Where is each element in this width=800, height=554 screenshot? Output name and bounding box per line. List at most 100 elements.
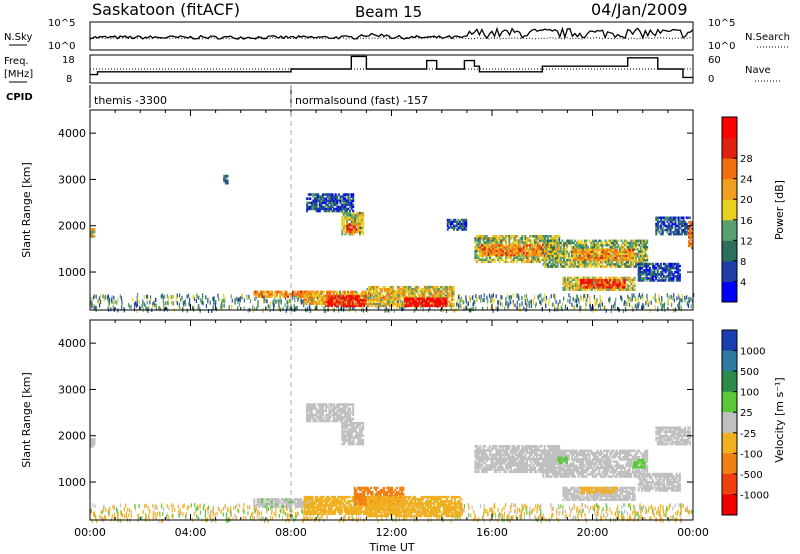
- range-cell: [666, 226, 669, 230]
- range-cell: [352, 220, 355, 223]
- range-cell: [433, 294, 436, 297]
- range-cell: [513, 246, 516, 249]
- range-cell: [452, 298, 455, 301]
- range-cell: [538, 253, 541, 257]
- range-cell: [530, 248, 533, 251]
- range-cell: [525, 293, 528, 298]
- range-cell: [646, 246, 649, 249]
- range-cell: [611, 278, 614, 282]
- range-cell: [677, 266, 680, 270]
- range-cell: [428, 290, 431, 293]
- range-cell: [498, 250, 501, 253]
- range-cell: [468, 295, 470, 300]
- range-cell: [658, 294, 660, 299]
- range-cell: [279, 292, 282, 296]
- range-cell: [448, 220, 451, 223]
- range-cell: [487, 237, 490, 240]
- range-cell: [684, 230, 687, 234]
- range-cell: [639, 258, 642, 262]
- range-cell: [427, 297, 430, 301]
- range-cell: [324, 308, 326, 313]
- range-cell: [341, 220, 344, 223]
- range-cell: [557, 302, 559, 307]
- range-cell: [460, 296, 463, 301]
- range-cell: [542, 235, 545, 238]
- range-cell: [574, 305, 576, 310]
- range-cell: [621, 279, 624, 282]
- range-cell: [90, 235, 93, 238]
- range-cell: [660, 228, 663, 232]
- range-cell: [334, 197, 337, 200]
- range-cell: [576, 276, 579, 280]
- range-cell: [326, 292, 329, 295]
- range-cell: [534, 258, 536, 261]
- range-cell: [315, 205, 318, 209]
- range-cell: [623, 250, 626, 253]
- range-cell: [404, 304, 407, 308]
- range-cell: [220, 299, 222, 304]
- range-cell: [273, 302, 275, 307]
- range-cell: [405, 302, 408, 305]
- range-cell: [350, 220, 353, 223]
- range-cell: [396, 290, 399, 293]
- range-cell: [619, 254, 622, 257]
- range-cell: [349, 230, 352, 234]
- range-cell: [136, 303, 138, 307]
- range-cell: [637, 304, 639, 309]
- range-cell: [218, 507, 220, 512]
- range-cell: [453, 218, 455, 222]
- range-cell: [366, 294, 369, 297]
- range-cell: [644, 246, 647, 249]
- range-cell: [501, 252, 504, 255]
- range-cell: [359, 299, 362, 302]
- range-cell: [625, 252, 628, 255]
- range-cell: [571, 241, 573, 245]
- range-cell: [267, 304, 269, 309]
- range-cell: [691, 246, 694, 250]
- range-cell: [635, 243, 637, 247]
- range-cell: [309, 305, 311, 310]
- range-cell: [331, 299, 333, 302]
- range-cell: [513, 503, 515, 508]
- range-cell: [513, 235, 516, 238]
- range-cell: [213, 302, 215, 307]
- range-cell: [105, 507, 107, 512]
- range-cell: [482, 253, 485, 257]
- range-cell: [253, 292, 256, 296]
- range-cell: [555, 256, 557, 260]
- range-cell: [476, 297, 478, 302]
- range-cell: [345, 203, 348, 207]
- range-cell: [200, 299, 202, 304]
- range-cell: [567, 256, 570, 260]
- range-cell: [641, 252, 644, 255]
- range-cell: [237, 298, 239, 303]
- range-cell: [573, 276, 576, 280]
- beam-title: Beam 15: [355, 3, 422, 21]
- range-cell: [404, 297, 407, 301]
- range-cell: [682, 218, 685, 221]
- range-cell: [293, 290, 296, 294]
- range-cell: [598, 263, 601, 266]
- range-cell: [168, 506, 170, 511]
- range-cell: [543, 237, 546, 240]
- range-cell: [591, 241, 594, 245]
- range-cell: [457, 222, 460, 225]
- noise-search-label: N.Search: [745, 32, 790, 43]
- range-cell: [592, 278, 595, 282]
- range-cell: [572, 248, 575, 252]
- range-cell: [465, 299, 467, 304]
- range-cell: [643, 261, 645, 264]
- range-cell: [540, 515, 542, 520]
- range-cell: [274, 295, 277, 298]
- range-cell: [477, 237, 480, 240]
- range-cell: [325, 209, 328, 213]
- range-cell: [534, 253, 536, 257]
- range-cell: [584, 285, 587, 289]
- range-cell: [417, 285, 420, 289]
- range-cell: [395, 298, 398, 301]
- range-cell: [398, 292, 401, 295]
- range-cell: [529, 260, 532, 264]
- range-cell: [521, 302, 523, 307]
- range-cell: [670, 266, 673, 270]
- range-cell: [345, 193, 348, 196]
